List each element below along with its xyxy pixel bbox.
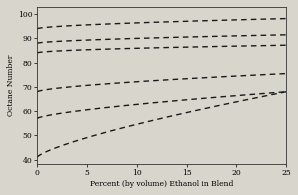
X-axis label: Percent (by volume) Ethanol in Blend: Percent (by volume) Ethanol in Blend <box>90 180 233 188</box>
Y-axis label: Octane Number: Octane Number <box>7 55 15 116</box>
